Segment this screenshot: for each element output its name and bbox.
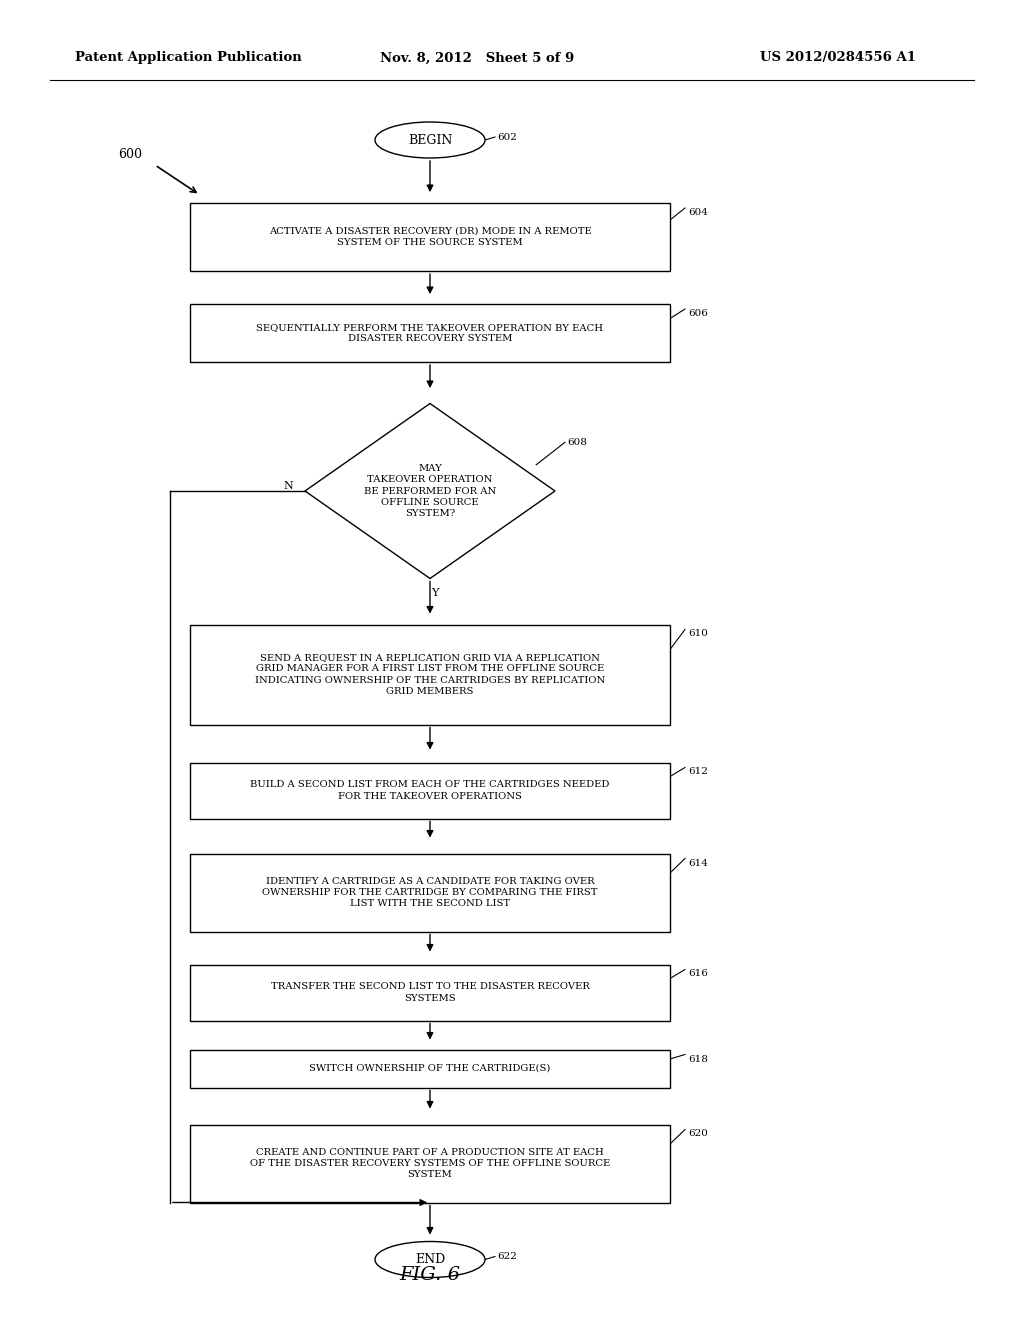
Bar	[190, 624, 670, 725]
Text: 610: 610	[688, 630, 708, 639]
Text: IDENTIFY A CARTRIDGE AS A CANDIDATE FOR TAKING OVER
OWNERSHIP FOR THE CARTRIDGE : IDENTIFY A CARTRIDGE AS A CANDIDATE FOR …	[262, 876, 598, 908]
Ellipse shape	[375, 121, 485, 158]
Text: TRANSFER THE SECOND LIST TO THE DISASTER RECOVER
SYSTEMS: TRANSFER THE SECOND LIST TO THE DISASTER…	[270, 982, 590, 1003]
Text: 606: 606	[688, 309, 708, 318]
Text: SEND A REQUEST IN A REPLICATION GRID VIA A REPLICATION
GRID MANAGER FOR A FIRST : SEND A REQUEST IN A REPLICATION GRID VIA…	[255, 653, 605, 696]
Text: 604: 604	[688, 209, 708, 216]
Text: ACTIVATE A DISASTER RECOVERY (DR) MODE IN A REMOTE
SYSTEM OF THE SOURCE SYSTEM: ACTIVATE A DISASTER RECOVERY (DR) MODE I…	[268, 227, 592, 247]
Bar	[190, 1049, 670, 1088]
Text: 622: 622	[497, 1251, 517, 1261]
Text: Patent Application Publication: Patent Application Publication	[75, 51, 302, 65]
Text: CREATE AND CONTINUE PART OF A PRODUCTION SITE AT EACH
OF THE DISASTER RECOVERY S: CREATE AND CONTINUE PART OF A PRODUCTION…	[250, 1147, 610, 1180]
Text: SEQUENTIALLY PERFORM THE TAKEOVER OPERATION BY EACH
DISASTER RECOVERY SYSTEM: SEQUENTIALLY PERFORM THE TAKEOVER OPERAT…	[256, 323, 603, 343]
Text: MAY
TAKEOVER OPERATION
BE PERFORMED FOR AN
OFFLINE SOURCE
SYSTEM?: MAY TAKEOVER OPERATION BE PERFORMED FOR …	[364, 463, 496, 519]
Bar	[190, 304, 670, 362]
Text: 602: 602	[497, 132, 517, 141]
Text: 600: 600	[118, 149, 142, 161]
Text: 620: 620	[688, 1130, 708, 1138]
Text: 608: 608	[567, 438, 587, 446]
Text: 614: 614	[688, 858, 708, 867]
Bar	[190, 763, 670, 818]
Text: BUILD A SECOND LIST FROM EACH OF THE CARTRIDGES NEEDED
FOR THE TAKEOVER OPERATIO: BUILD A SECOND LIST FROM EACH OF THE CAR…	[250, 780, 609, 801]
Bar	[190, 854, 670, 932]
Bar	[190, 203, 670, 271]
Text: FIG. 6: FIG. 6	[399, 1266, 461, 1284]
Text: BEGIN: BEGIN	[408, 133, 453, 147]
Bar	[190, 1125, 670, 1203]
Text: Nov. 8, 2012   Sheet 5 of 9: Nov. 8, 2012 Sheet 5 of 9	[380, 51, 574, 65]
Text: Y: Y	[431, 589, 438, 598]
Text: SWITCH OWNERSHIP OF THE CARTRIDGE(S): SWITCH OWNERSHIP OF THE CARTRIDGE(S)	[309, 1064, 551, 1073]
Text: N: N	[284, 480, 293, 491]
Text: US 2012/0284556 A1: US 2012/0284556 A1	[760, 51, 916, 65]
Text: 612: 612	[688, 767, 708, 776]
Ellipse shape	[375, 1242, 485, 1278]
Text: END: END	[415, 1253, 445, 1266]
Bar	[190, 965, 670, 1020]
Text: 618: 618	[688, 1055, 708, 1064]
Polygon shape	[305, 404, 555, 578]
Text: 616: 616	[688, 969, 708, 978]
